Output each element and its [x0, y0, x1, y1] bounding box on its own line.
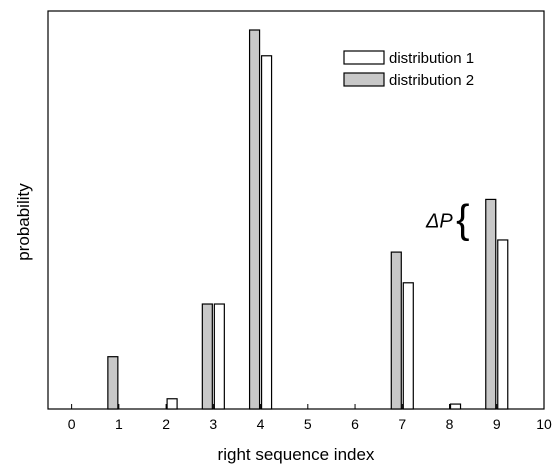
delta-p-label: ΔP: [425, 211, 453, 233]
x-tick-label-8: 8: [446, 416, 454, 432]
bar-distribution-1-x9: [497, 239, 509, 410]
x-tick-label-9: 9: [493, 416, 501, 432]
x-tick-label-4: 4: [257, 416, 265, 432]
bars-group: [107, 29, 509, 410]
legend-label-distribution-1: distribution 1: [389, 50, 474, 67]
x-ticks-group: 0 1 2 3 4 5 6 7 8 9 10: [68, 404, 552, 432]
bar-distribution-1-x3: [213, 303, 225, 410]
bar-distribution-1-x7: [402, 282, 414, 410]
legend-swatch-distribution-1: [343, 50, 385, 65]
x-tick-label-1: 1: [115, 416, 123, 432]
x-tick-label-6: 6: [351, 416, 359, 432]
x-tick-label-2: 2: [162, 416, 170, 432]
bar-distribution-2-x4: [248, 29, 261, 410]
bar-distribution-2-x3: [201, 303, 213, 410]
x-tick-label-10: 10: [536, 416, 552, 432]
bar-distribution-1-x4: [260, 55, 273, 410]
plot-frame: [47, 10, 545, 410]
bar-distribution-1-x8: [449, 403, 462, 410]
x-axis-title: right sequence index: [218, 445, 375, 464]
x-tick-label-7: 7: [398, 416, 406, 432]
x-tick-label-5: 5: [304, 416, 312, 432]
legend-label-distribution-2: distribution 2: [389, 72, 474, 89]
delta-p-brace: {: [456, 198, 469, 242]
x-tick-label-3: 3: [209, 416, 217, 432]
legend: distribution 1 distribution 2: [343, 50, 474, 89]
bar-distribution-2-x7: [390, 251, 402, 410]
delta-p-annotation: ΔP {: [425, 198, 469, 242]
x-tick-label-0: 0: [68, 416, 76, 432]
bar-distribution-2-x9: [485, 198, 497, 410]
legend-swatch-distribution-2: [343, 72, 385, 87]
plot-area-border: [47, 10, 545, 410]
bar-distribution-2-x1: [107, 356, 119, 410]
y-axis-title: probability: [14, 183, 33, 261]
bar-distribution-1-x2: [166, 398, 178, 410]
